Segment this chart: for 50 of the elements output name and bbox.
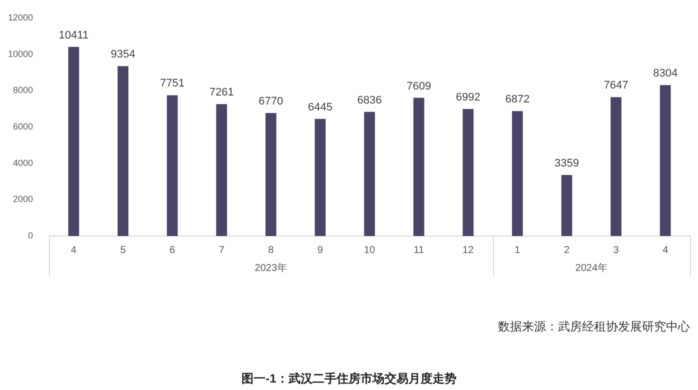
data-label: 6445 [308, 101, 332, 114]
y-tick-label: 8000 [12, 85, 34, 96]
x-tick-label: 10 [364, 244, 376, 256]
data-label: 8304 [653, 68, 678, 80]
text: 2023年 [254, 262, 288, 274]
data-label: 7647 [604, 80, 628, 92]
x-tick-label: 11 [414, 244, 424, 256]
bar [462, 108, 474, 236]
data-label: 6992 [456, 92, 480, 104]
data-label: 7261 [209, 86, 234, 99]
y-tick-label: 2000 [12, 194, 34, 204]
data-label: 3359 [554, 158, 579, 170]
y-tick-label: 4000 [12, 158, 34, 168]
x-tick-label: 5 [120, 244, 126, 256]
x-tick-label: 4 [70, 244, 77, 256]
y-tick-label: 0 [28, 230, 34, 240]
x-tick-label: 3 [613, 244, 620, 256]
bar [512, 111, 523, 236]
data-label: 9354 [110, 48, 136, 61]
source-note: 数据来源：武房经租协发展研究中心 [498, 319, 690, 334]
bar [118, 66, 128, 236]
x-tick-label: 1 [514, 244, 521, 256]
bar [364, 112, 375, 236]
data-label: 7751 [160, 78, 185, 90]
bar [660, 85, 671, 236]
x-tick-label: 7 [218, 244, 225, 256]
y-tick-label: 12000 [8, 12, 34, 22]
bar [314, 118, 326, 236]
y-tick-label: 10000 [8, 48, 34, 59]
x-tick-label: 6 [170, 244, 176, 256]
text: 2024年 [575, 262, 608, 274]
y-tick-label: 6000 [12, 121, 34, 132]
bar [68, 46, 80, 236]
data-label: 6872 [505, 94, 530, 106]
bar [561, 174, 572, 236]
x-tick-label: 2 [564, 244, 570, 256]
x-tick-label: 9 [317, 244, 324, 256]
x-tick-label: 4 [662, 244, 669, 256]
data-label: 6770 [258, 96, 284, 108]
bar [166, 95, 178, 236]
x-tick-label: 12 [462, 244, 474, 256]
text: 图一-1：武汉二手住房市场交易月度走势 [242, 371, 456, 386]
data-label: 10411 [58, 29, 89, 42]
bar [413, 98, 424, 236]
data-label: 6836 [357, 94, 382, 106]
bar [216, 104, 228, 236]
bar [610, 97, 622, 236]
data-label: 7609 [406, 80, 432, 92]
x-tick-label: 8 [268, 244, 274, 256]
bar [265, 113, 276, 236]
